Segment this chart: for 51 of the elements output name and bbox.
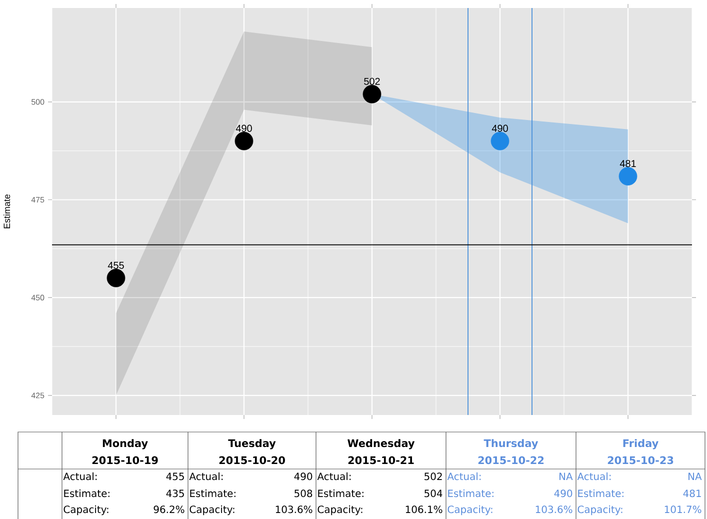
text: 490 [554, 489, 572, 498]
data-label: 490 [294, 472, 312, 480]
text: Estimate: [448, 489, 494, 498]
text: Estimate: [318, 489, 364, 498]
text: 2015-10-19 [92, 456, 158, 464]
text: 103.6% [536, 505, 572, 514]
text: 435 [166, 489, 184, 498]
text: Capacity: [448, 505, 492, 515]
y-axis-title: Estimate [3, 194, 10, 228]
point [490, 132, 510, 150]
text: 508 [294, 489, 312, 498]
text: 106.1% [406, 505, 442, 514]
text: Actual: [189, 472, 223, 480]
text: Actual: [577, 472, 611, 480]
text: Thursday [484, 438, 538, 450]
point [234, 132, 254, 150]
text: Wednesday [348, 438, 415, 450]
text: 103.6% [276, 505, 312, 514]
text: 101.7% [664, 505, 702, 514]
text: Tuesday [228, 438, 276, 450]
text: 504 [424, 489, 442, 498]
text: 2015-10-21 [348, 456, 414, 464]
text: NA [688, 472, 702, 480]
text: Capacity: [190, 505, 234, 515]
text: Capacity: [318, 505, 362, 515]
point [618, 166, 638, 186]
text: Estimate: [190, 489, 236, 498]
point [362, 84, 382, 104]
text: Estimate: [64, 489, 110, 498]
text: Actual: [317, 472, 351, 480]
text: 481 [683, 489, 701, 498]
text: 96.2% [154, 505, 184, 514]
text: Capacity: [64, 505, 108, 515]
data-label: 490 [492, 124, 508, 132]
point [106, 268, 126, 288]
text: Actual: [63, 472, 97, 480]
annotation: 490 [236, 124, 252, 132]
text: 2015-10-22 [478, 456, 544, 464]
text: 2015-10-20 [219, 456, 285, 464]
data-label: 502 [424, 472, 442, 480]
annotation: 455 [108, 262, 124, 269]
text: Friday [623, 438, 658, 450]
text: Monday [102, 438, 148, 450]
annotation: 502 [364, 78, 380, 85]
text: NA [560, 472, 573, 480]
text: 2015-10-23 [608, 456, 674, 464]
data-label: 455 [166, 472, 184, 480]
text: Estimate: [578, 489, 624, 498]
text: Capacity: [578, 505, 622, 515]
data-label: 481 [620, 160, 636, 167]
text: Actual: [447, 472, 481, 480]
